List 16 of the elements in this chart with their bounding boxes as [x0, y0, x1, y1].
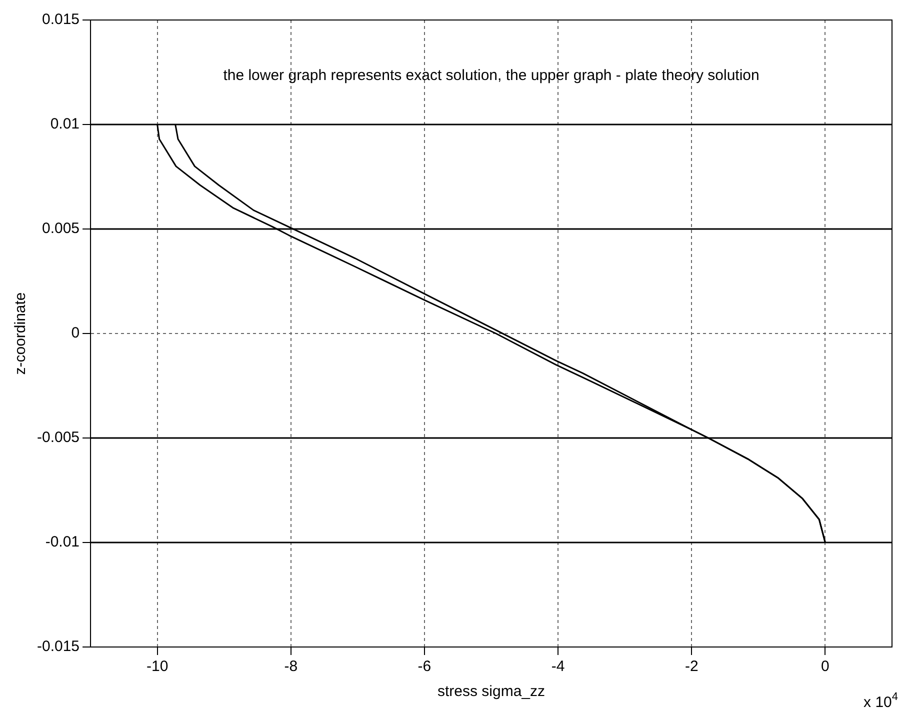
y-tick-label: 0	[71, 324, 80, 342]
x-tick-label: -6	[418, 658, 432, 676]
y-axis-title: z-coordinate	[12, 292, 30, 375]
x-tick-label: -2	[684, 658, 698, 676]
y-tick-label: 0.005	[42, 220, 80, 238]
annotation: the lower graph represents exact solution, the upper graph - plate theory solution	[223, 67, 760, 84]
y-tick-label: 0.015	[42, 11, 80, 28]
y-tick-label: -0.005	[36, 429, 80, 446]
x-tick-label: -10	[146, 658, 168, 676]
x-tick-label: 0	[821, 658, 830, 676]
x-tick-label: -8	[284, 658, 298, 676]
x-axis-title: stress sigma_zz	[438, 683, 546, 700]
x-tick-label: -4	[551, 658, 565, 676]
y-tick-label: 0.01	[50, 116, 80, 133]
y-tick-label: -0.01	[45, 534, 80, 551]
y-tick-label: -0.015	[36, 638, 80, 656]
